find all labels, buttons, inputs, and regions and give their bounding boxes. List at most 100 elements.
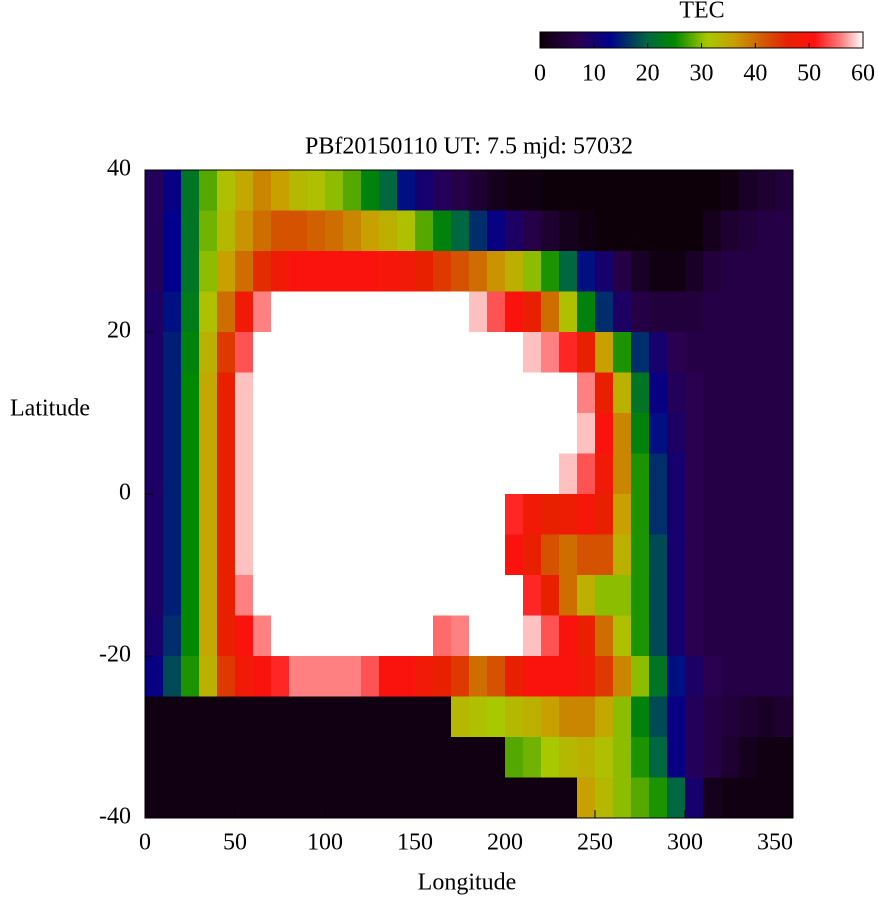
heat-cell	[271, 372, 290, 414]
heat-cell	[145, 372, 164, 414]
heat-cell	[307, 251, 326, 292]
heat-cell	[379, 777, 398, 819]
heat-cell	[289, 494, 308, 535]
heat-cell	[379, 696, 398, 738]
heat-cell	[613, 251, 632, 292]
colorbar-tick-label: 20	[636, 61, 660, 87]
heat-cell	[703, 170, 722, 211]
heat-cell	[541, 575, 560, 616]
heat-cell	[271, 494, 290, 535]
heat-cell	[685, 251, 704, 292]
heat-cell	[541, 696, 560, 738]
heat-cell	[631, 413, 650, 454]
heat-cell	[361, 777, 380, 819]
heat-cell	[649, 291, 668, 333]
heat-cell	[253, 291, 272, 333]
heat-cell	[163, 372, 182, 414]
heat-cell	[505, 615, 524, 657]
heat-cell	[703, 332, 722, 373]
heat-cell	[613, 413, 632, 454]
heat-cell	[541, 210, 560, 252]
heat-cell	[361, 737, 380, 778]
heat-cell	[541, 777, 560, 819]
x-tick-label: 100	[307, 830, 343, 856]
heat-cell	[649, 251, 668, 292]
heat-cell	[559, 291, 578, 333]
heat-cell	[397, 615, 416, 657]
heat-cell	[271, 453, 290, 495]
heat-cell	[433, 372, 452, 414]
heat-cell	[289, 413, 308, 454]
heat-cell	[433, 210, 452, 252]
heat-cell	[253, 494, 272, 535]
heat-cell	[613, 453, 632, 495]
heat-cell	[523, 170, 542, 211]
heat-cell	[163, 656, 182, 697]
heat-cell	[667, 737, 686, 778]
y-tick-label: -20	[99, 642, 131, 668]
heat-cell	[577, 737, 596, 778]
heat-cell	[739, 291, 758, 333]
heat-cell	[469, 453, 488, 495]
heat-cell	[181, 413, 200, 454]
colorbar-tick-label: 0	[534, 61, 546, 87]
heat-cell	[559, 575, 578, 616]
heat-cell	[361, 534, 380, 576]
x-tick-label: 250	[577, 830, 613, 856]
heat-cell	[217, 737, 236, 778]
heat-cell	[631, 453, 650, 495]
heat-cell	[631, 777, 650, 819]
heat-cell	[289, 534, 308, 576]
heat-cell	[451, 494, 470, 535]
heat-cell	[163, 251, 182, 292]
heat-cell	[469, 534, 488, 576]
heat-cell	[721, 737, 740, 778]
heat-cell	[235, 737, 254, 778]
heat-cell	[469, 696, 488, 738]
heat-cell	[559, 372, 578, 414]
heat-cell	[469, 575, 488, 616]
heat-cell	[685, 291, 704, 333]
colorbar-tick-label: 10	[582, 61, 606, 87]
heat-cell	[757, 534, 776, 576]
heat-cell	[325, 615, 344, 657]
x-tick-label: 300	[667, 830, 703, 856]
heat-cell	[307, 534, 326, 576]
heat-cell	[397, 453, 416, 495]
heat-cell	[433, 777, 452, 819]
heat-cell	[415, 777, 434, 819]
heat-cell	[487, 413, 506, 454]
heat-cell	[415, 575, 434, 616]
heat-cell	[667, 615, 686, 657]
heat-cell	[613, 777, 632, 819]
heat-cell	[721, 372, 740, 414]
heat-cell	[703, 413, 722, 454]
heat-cell	[775, 332, 794, 373]
heat-cell	[343, 453, 362, 495]
heat-cell	[775, 696, 794, 738]
heat-cell	[757, 696, 776, 738]
heat-cell	[181, 615, 200, 657]
heat-cell	[613, 737, 632, 778]
heat-cell	[577, 413, 596, 454]
heat-cell	[631, 170, 650, 211]
heat-cell	[253, 453, 272, 495]
heat-cell	[379, 291, 398, 333]
heat-cell	[235, 453, 254, 495]
heat-cell	[199, 291, 218, 333]
heat-cell	[685, 332, 704, 373]
heat-cell	[595, 615, 614, 657]
heat-cell	[523, 656, 542, 697]
heat-cell	[451, 291, 470, 333]
heat-cell	[361, 656, 380, 697]
heat-cell	[271, 575, 290, 616]
heat-cell	[595, 494, 614, 535]
heat-cell	[505, 210, 524, 252]
heat-cell	[577, 251, 596, 292]
heat-cell	[415, 170, 434, 211]
heat-cell	[181, 534, 200, 576]
y-tick-label: 20	[107, 318, 131, 344]
heat-cell	[577, 332, 596, 373]
heat-cell	[325, 291, 344, 333]
heat-cell	[631, 534, 650, 576]
